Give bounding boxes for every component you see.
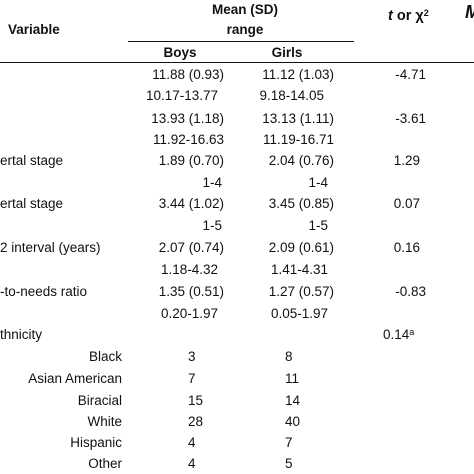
boys-cell: 1-5	[202, 218, 222, 233]
stat-or: or	[392, 8, 416, 24]
ethnicity-item-label: Biracial	[77, 393, 122, 408]
boys-cell: 1.18-4.32	[160, 262, 218, 277]
edge-glyph: M	[465, 2, 474, 22]
girls-cell: 9.18-14.05	[259, 88, 324, 103]
boys-cell: 7	[188, 371, 196, 386]
girls-cell: 40	[285, 414, 301, 429]
boys-cell: 1.89 (0.70)	[158, 153, 224, 168]
range-header: range	[226, 22, 264, 37]
ethnicity-item-label: Hispanic	[70, 435, 122, 450]
girls-cell: 2.04 (0.76)	[268, 153, 334, 168]
boys-header: Boys	[163, 45, 197, 60]
ethnicity-item-label: Asian American	[28, 371, 122, 386]
girls-cell: 8	[285, 349, 293, 364]
girls-cell: 3.45 (0.85)	[268, 196, 334, 211]
boys-cell: 3.44 (1.02)	[158, 196, 224, 211]
stat-cell: -3.61	[395, 111, 426, 126]
girls-cell: 5	[285, 456, 293, 471]
boys-cell: 1.35 (0.51)	[158, 284, 224, 299]
boys-cell: 15	[188, 393, 204, 408]
ethnicity-item-label: Black	[88, 349, 122, 364]
girls-cell: 7	[285, 435, 293, 450]
row-label: ertal stage	[0, 196, 64, 211]
ethnicity-item-label: White	[87, 414, 122, 429]
boys-cell: 0.20-1.97	[160, 306, 218, 321]
boys-cell: 4	[188, 435, 196, 450]
boys-cell: 10.17-13.77	[145, 88, 218, 103]
ethnicity-stat-value: 0.14	[383, 327, 410, 342]
stat-header: t or χ2	[388, 8, 429, 24]
mean-sd-header: Mean (SD)	[211, 2, 278, 17]
boys-cell: 1-4	[202, 175, 222, 190]
stat-cell: 0.07	[393, 196, 420, 211]
boys-cell: 3	[188, 349, 196, 364]
girls-cell: 11.19-16.71	[262, 132, 334, 147]
ethnicity-stat: 0.14a	[383, 327, 414, 343]
header-rule	[128, 41, 354, 42]
stat-cell: -4.71	[395, 67, 426, 82]
boys-cell: 11.92-16.63	[152, 132, 224, 147]
row-label: ertal stage	[0, 153, 64, 168]
stat-cell: -0.83	[395, 284, 426, 299]
stat-cell: 1.29	[393, 153, 420, 168]
girls-cell: 1.27 (0.57)	[268, 284, 334, 299]
boys-cell: 11.88 (0.93)	[152, 67, 224, 82]
girls-cell: 1-4	[308, 175, 328, 190]
ethnicity-stat-sup: a	[409, 327, 415, 337]
girls-cell: 14	[285, 393, 301, 408]
girls-cell: 1.41-4.31	[270, 262, 328, 277]
ethnicity-item-label: Other	[88, 456, 122, 471]
boys-cell: 28	[188, 414, 204, 429]
girls-cell: 1-5	[308, 218, 328, 233]
stat-cell: 0.16	[393, 240, 420, 255]
stat-t: t	[388, 8, 393, 24]
column-rule	[0, 62, 474, 63]
stat-chi-sup: 2	[423, 8, 429, 18]
stat-chi: χ	[415, 8, 424, 24]
variable-header: Variable	[8, 22, 60, 37]
boys-cell: 4	[188, 456, 196, 471]
boys-cell: 2.07 (0.74)	[158, 240, 224, 255]
row-label: -to-needs ratio	[0, 284, 88, 299]
girls-cell: 2.09 (0.61)	[268, 240, 334, 255]
boys-cell: 13.93 (1.18)	[151, 111, 224, 126]
girls-cell: 13.13 (1.11)	[262, 111, 334, 126]
girls-cell: 11.12 (1.03)	[262, 67, 334, 82]
row-label: 2 interval (years)	[0, 240, 101, 255]
girls-header: Girls	[271, 45, 303, 60]
girls-cell: 11	[285, 371, 300, 386]
girls-cell: 0.05-1.97	[270, 306, 328, 321]
ethnicity-label: thnicity	[0, 327, 43, 342]
